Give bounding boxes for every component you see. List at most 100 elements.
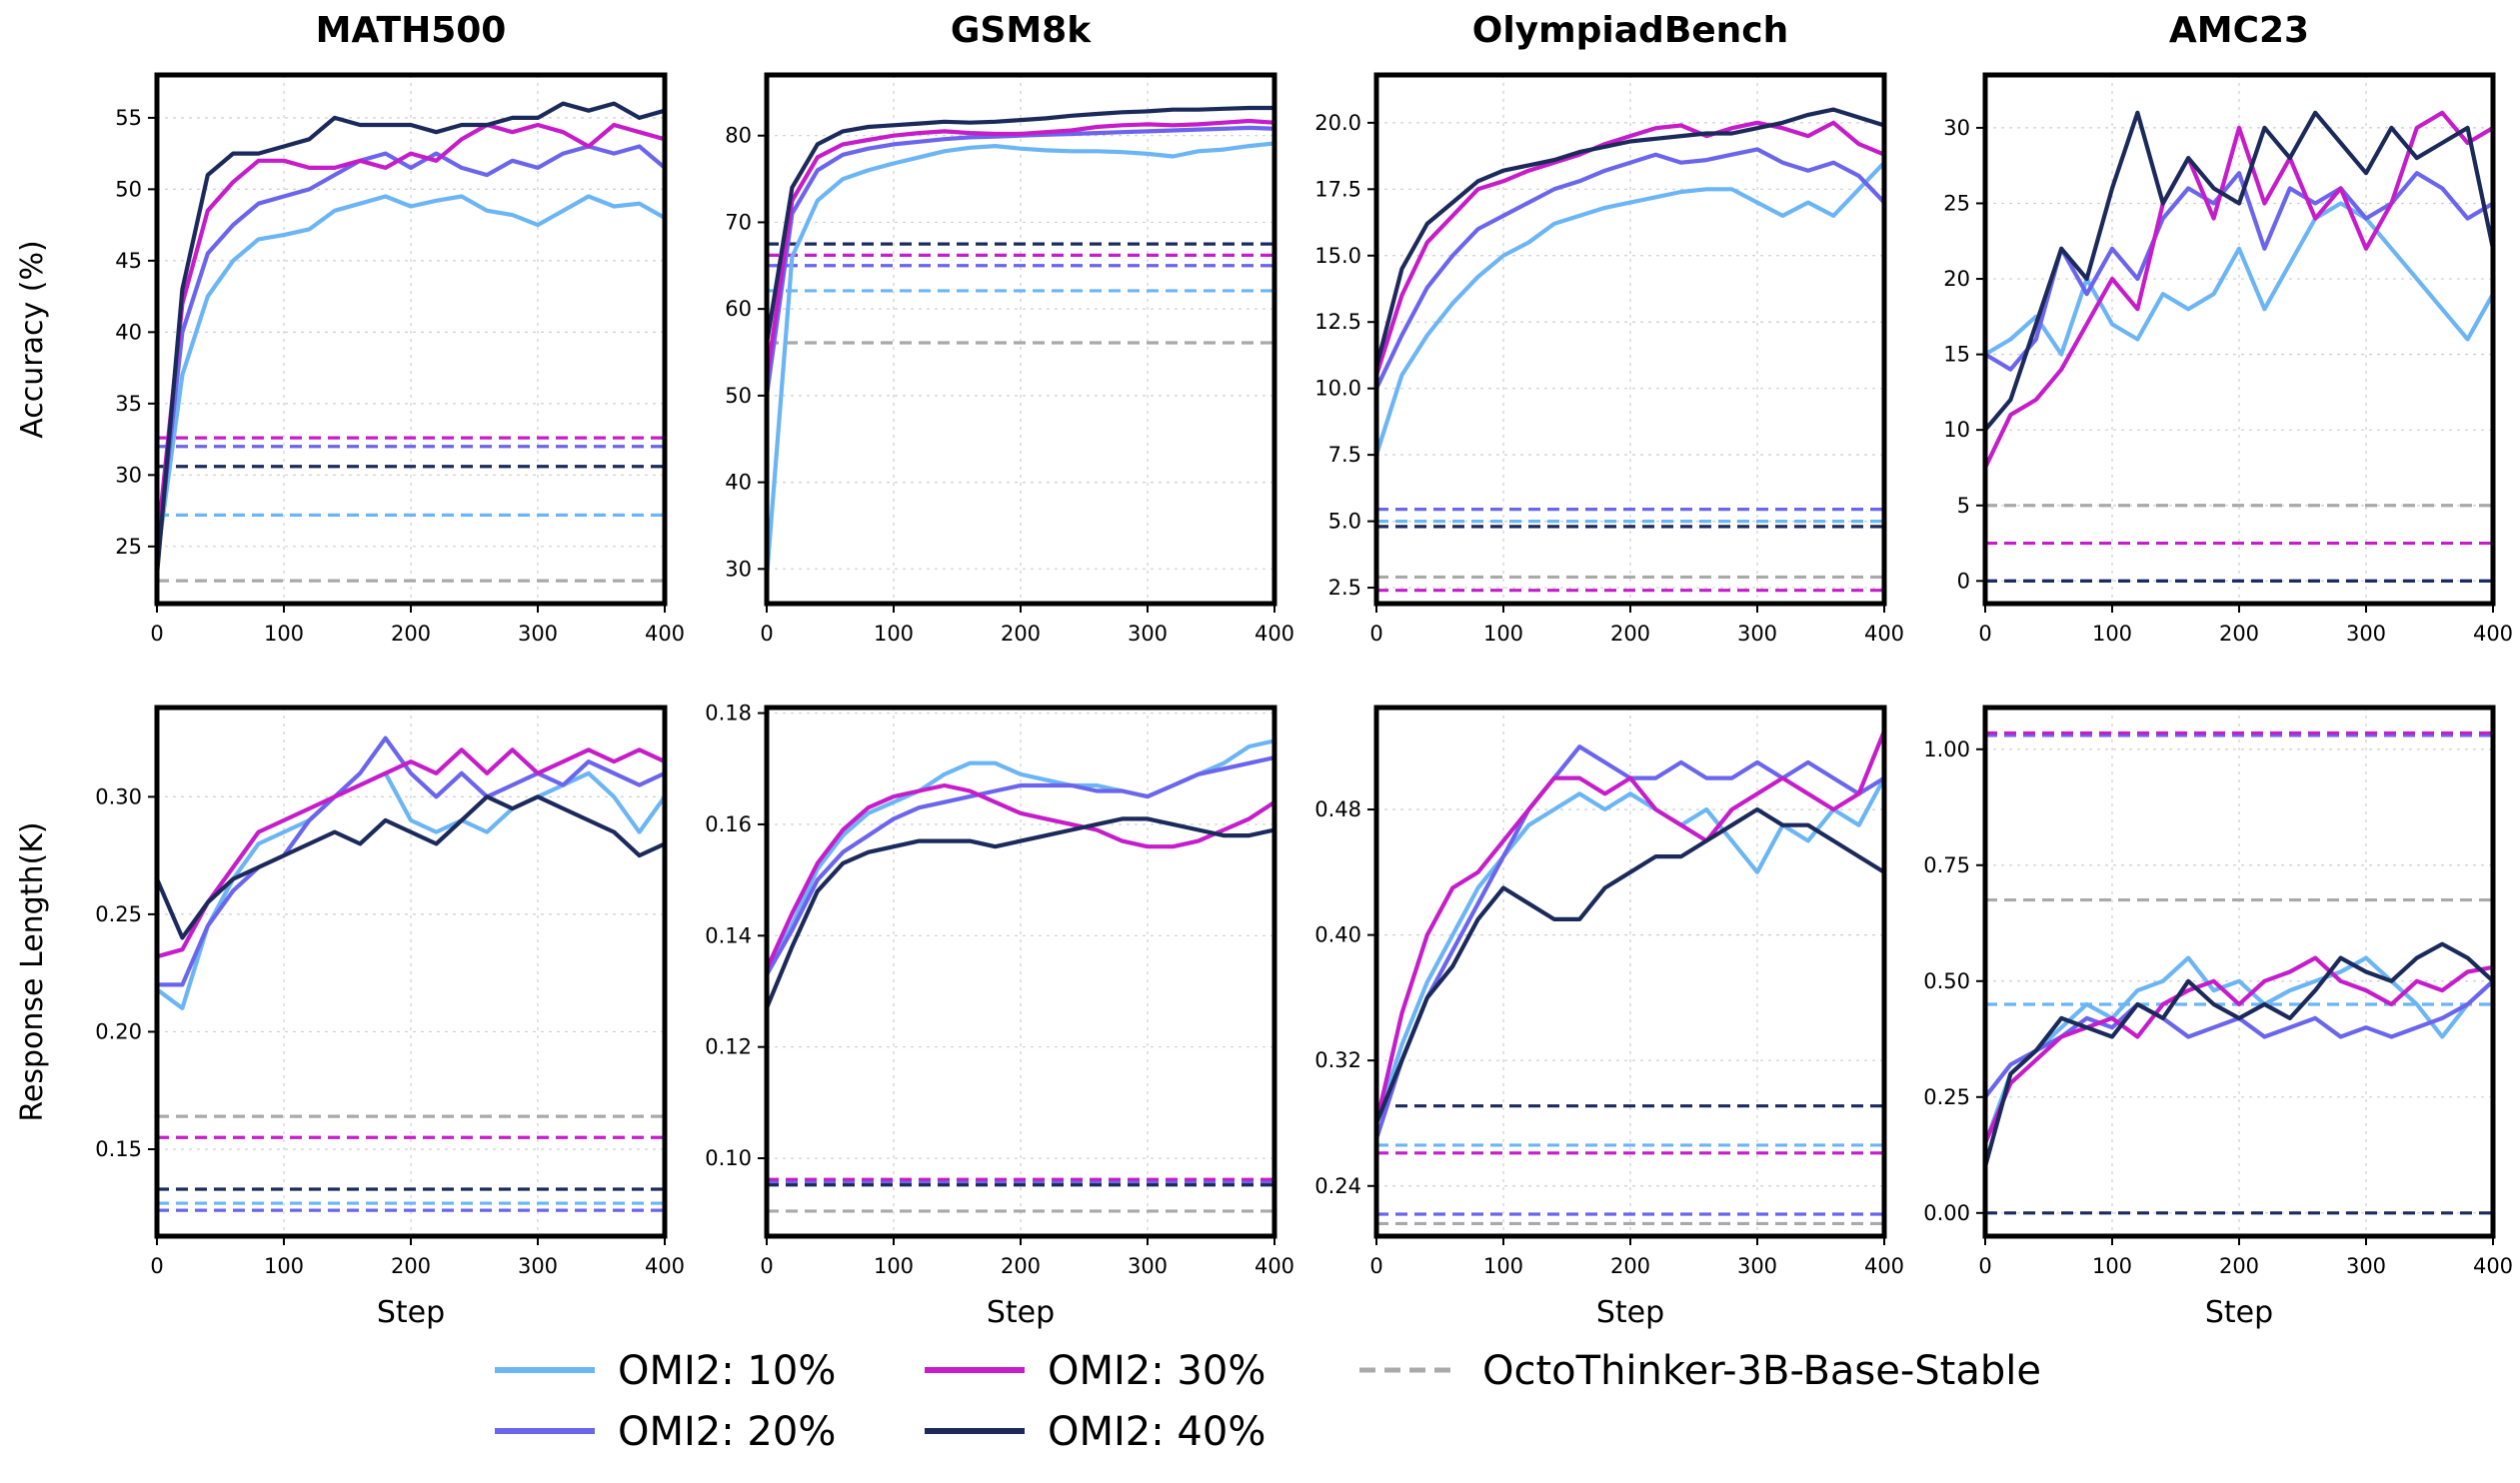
y-tick-label: 50 xyxy=(115,177,142,201)
x-tick-label: 100 xyxy=(264,1254,304,1278)
plot-area xyxy=(157,101,665,583)
x-tick-label: 0 xyxy=(1978,622,1991,646)
x-tick-label: 200 xyxy=(391,622,431,646)
x-tick-label: 400 xyxy=(2473,1254,2513,1278)
y-tick-label: 5.0 xyxy=(1328,510,1361,534)
plot-area xyxy=(1985,731,2493,1215)
legend-label-octothinker: OctoThinker-3B-Base-Stable xyxy=(1482,1348,2041,1394)
y-tick-label: 0.15 xyxy=(95,1137,142,1161)
y-tick-label: 0.75 xyxy=(1923,853,1970,877)
y-tick-label: 0.30 xyxy=(95,784,142,808)
legend: OMI2: 10% OMI2: 20% OMI2: 30% OMI2: 40% … xyxy=(495,1348,2041,1455)
y-tick-label: 0.25 xyxy=(95,902,142,926)
panel-5: 0 100 200 300 400 0.15 0.20 0.25 0.30 Step Respons… xyxy=(15,705,685,1330)
x-tick-label: 200 xyxy=(1001,1254,1041,1278)
x-tick-label: 100 xyxy=(2092,622,2132,646)
panel-title: OlympiadBench xyxy=(1472,10,1789,51)
legend-label-omi2-40: OMI2: 40% xyxy=(1048,1409,1265,1455)
x-tick-label: 300 xyxy=(2346,1254,2386,1278)
series-line-omi2-20 xyxy=(767,754,1274,977)
y-tick-label: 0.18 xyxy=(705,702,752,726)
y-tick-label: 15 xyxy=(1943,343,1970,367)
y-tick-label: 70 xyxy=(725,210,752,234)
y-tick-label: 50 xyxy=(725,384,752,408)
x-tick-label: 0 xyxy=(1978,1254,1991,1278)
grid xyxy=(1375,75,1885,604)
y-tick-label: 0.24 xyxy=(1314,1174,1361,1198)
plot-area xyxy=(1985,110,2493,583)
panel-7: 0 100 200 300 400 0.24 0.32 0.40 0.48 Step xyxy=(1314,705,1904,1330)
panel-6: 0 100 200 300 400 0.10 0.12 0.14 0.16 0.18 Step xyxy=(705,702,1294,1330)
y-tick-label: 5 xyxy=(1957,494,1970,518)
y-tick-label: 15.0 xyxy=(1314,244,1361,268)
x-tick-label: 300 xyxy=(1128,622,1168,646)
y-tick-label: 25 xyxy=(115,535,142,559)
y-tick-label: 0.14 xyxy=(705,923,752,947)
x-tick-label: 0 xyxy=(150,1254,163,1278)
series-line-omi2-10 xyxy=(1376,775,1884,1126)
x-axis-label: Step xyxy=(987,1295,1055,1330)
y-tick-label: 0.20 xyxy=(95,1019,142,1043)
series-line-omi2-10 xyxy=(1376,160,1884,458)
x-axis-label: Step xyxy=(1596,1295,1664,1330)
y-tick-label: 80 xyxy=(725,124,752,148)
x-tick-label: 300 xyxy=(518,1254,558,1278)
series-line-omi2-20 xyxy=(157,144,665,564)
series-line-omi2-40 xyxy=(157,794,665,940)
x-tick-label: 400 xyxy=(1864,1254,1904,1278)
grid xyxy=(156,708,666,1236)
y-tick-label: 0.10 xyxy=(705,1146,752,1170)
legend-label-omi2-20: OMI2: 20% xyxy=(618,1409,836,1455)
plot-area xyxy=(767,105,1274,581)
x-tick-label: 100 xyxy=(264,622,304,646)
y-tick-label: 0.32 xyxy=(1314,1048,1361,1072)
x-tick-label: 300 xyxy=(1737,1254,1777,1278)
panel-title: AMC23 xyxy=(2169,10,2309,51)
x-tick-label: 200 xyxy=(2219,1254,2259,1278)
y-tick-label: 55 xyxy=(115,106,142,130)
x-tick-label: 300 xyxy=(518,622,558,646)
series-line-omi2-30 xyxy=(157,747,665,959)
x-tick-label: 100 xyxy=(2092,1254,2132,1278)
series-line-omi2-10 xyxy=(157,194,665,564)
panel-8: 0 100 200 300 400 0.00 0.25 0.50 0.75 1.00 Step xyxy=(1923,705,2513,1330)
x-tick-label: 100 xyxy=(874,1254,914,1278)
series-line-omi2-40 xyxy=(767,816,1274,1010)
x-tick-label: 200 xyxy=(1610,622,1650,646)
x-tick-label: 200 xyxy=(391,1254,431,1278)
y-tick-label: 40 xyxy=(115,320,142,344)
x-tick-label: 100 xyxy=(1483,1254,1523,1278)
x-axis-label: Step xyxy=(377,1295,445,1330)
y-axis-label: Accuracy (%) xyxy=(15,240,50,438)
y-tick-label: 0.50 xyxy=(1923,969,1970,993)
series-line-omi2-40 xyxy=(1376,806,1884,1126)
x-tick-label: 300 xyxy=(1737,622,1777,646)
x-tick-label: 400 xyxy=(645,1254,685,1278)
y-tick-label: 60 xyxy=(725,297,752,321)
series-line-omi2-30 xyxy=(157,122,665,549)
y-tick-label: 0 xyxy=(1957,569,1970,593)
x-tick-label: 200 xyxy=(1001,622,1041,646)
x-tick-label: 100 xyxy=(874,622,914,646)
x-tick-label: 0 xyxy=(1369,622,1382,646)
x-tick-label: 0 xyxy=(1369,1254,1382,1278)
series-line-omi2-30 xyxy=(1376,729,1884,1126)
grid xyxy=(1984,708,2494,1236)
y-tick-label: 0.16 xyxy=(705,812,752,836)
series-line-omi2-30 xyxy=(1376,120,1884,378)
y-tick-label: 2.5 xyxy=(1328,576,1361,600)
y-tick-label: 25 xyxy=(1943,191,1970,215)
y-tick-label: 1.00 xyxy=(1923,738,1970,761)
series-line-omi2-30 xyxy=(767,782,1274,971)
series-line-omi2-40 xyxy=(767,105,1274,346)
x-tick-label: 400 xyxy=(1255,1254,1294,1278)
x-tick-label: 0 xyxy=(760,1254,773,1278)
panel-title: MATH500 xyxy=(316,10,507,51)
panel-1: 0 100 200 300 400 25 30 35 40 45 50 55 MATH500 Accura… xyxy=(15,10,685,646)
plot-area xyxy=(1376,729,1884,1226)
y-tick-label: 35 xyxy=(115,392,142,416)
grid xyxy=(1375,708,1885,1236)
x-tick-label: 100 xyxy=(1483,622,1523,646)
x-axis-label: Step xyxy=(2205,1295,2273,1330)
series-line-omi2-30 xyxy=(767,118,1274,381)
